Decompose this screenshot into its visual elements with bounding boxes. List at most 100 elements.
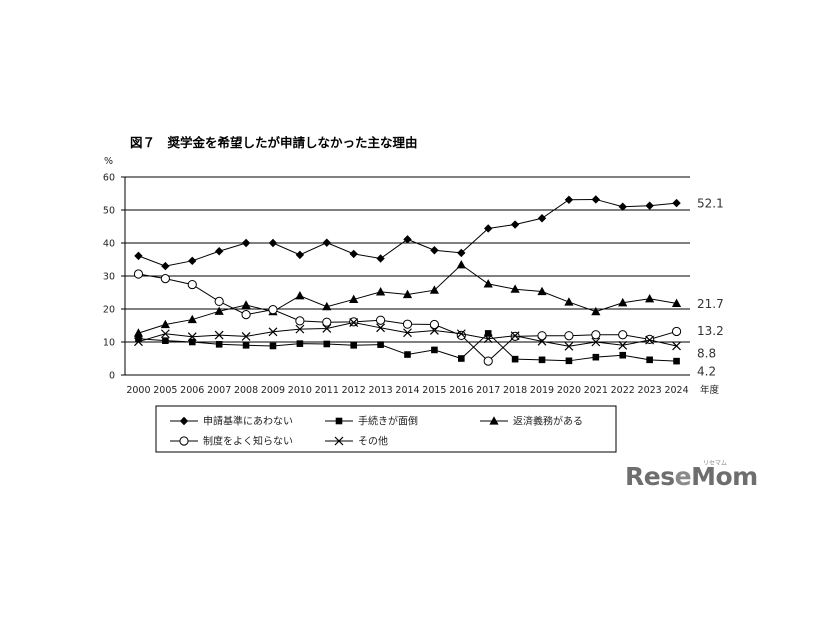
series-1-point-2013 bbox=[377, 341, 384, 348]
series-1-point-2000 bbox=[135, 335, 142, 342]
series-2-point-2018 bbox=[510, 284, 520, 293]
series-1-point-2011 bbox=[323, 340, 331, 348]
x-tick-label-2011: 2011 bbox=[315, 385, 339, 396]
series-3-point-2011 bbox=[322, 317, 332, 327]
series-0-point-2020 bbox=[564, 195, 574, 204]
x-tick-label-2005: 2005 bbox=[153, 385, 177, 396]
legend-item-0: 申請基準にあわない bbox=[170, 415, 293, 428]
legend-box bbox=[155, 405, 617, 453]
series-1-point-2012 bbox=[350, 342, 357, 349]
series-2-point-2012 bbox=[349, 294, 359, 304]
y-tick-label-60: 60 bbox=[103, 173, 115, 184]
series-0-point-2007 bbox=[214, 247, 224, 256]
series-4-point-2015 bbox=[429, 326, 439, 335]
series-1-point-2016 bbox=[458, 355, 465, 362]
series-3-point-2010 bbox=[295, 316, 305, 326]
x-tick-label-2014: 2014 bbox=[395, 385, 419, 396]
series-2-point-2011 bbox=[322, 301, 332, 311]
series-1-point-2010 bbox=[296, 340, 304, 347]
resemom-logo: ReseMom bbox=[625, 462, 758, 491]
legend-item-3: 制度をよく知らない bbox=[170, 435, 293, 448]
x-tick-label-2019: 2019 bbox=[530, 385, 554, 396]
series-1-point-2022 bbox=[619, 351, 627, 359]
series-0-point-2023 bbox=[645, 201, 654, 210]
series-0-point-2011 bbox=[322, 238, 331, 247]
end-label-2: 21.7 bbox=[697, 297, 724, 311]
legend-label-4: その他 bbox=[358, 435, 388, 448]
legend-label-3: 制度をよく知らない bbox=[203, 435, 293, 448]
series-0-point-2022 bbox=[618, 202, 627, 211]
series-0-point-2015 bbox=[430, 246, 439, 255]
legend-marker-2 bbox=[489, 416, 499, 425]
series-1 bbox=[135, 330, 680, 365]
series-4 bbox=[134, 318, 681, 351]
series-1-point-2007 bbox=[215, 341, 223, 348]
series-0 bbox=[134, 195, 681, 271]
series-0-point-2021 bbox=[591, 195, 601, 204]
series-0-point-2016 bbox=[457, 248, 466, 258]
series-4-point-2006 bbox=[187, 332, 197, 342]
series-3-point-2015 bbox=[429, 319, 440, 330]
series-0-point-2019 bbox=[537, 214, 547, 223]
series-3 bbox=[133, 269, 682, 366]
series-2-point-2007 bbox=[214, 306, 224, 315]
series-4-point-2012 bbox=[349, 318, 359, 327]
series-3-point-2016 bbox=[456, 330, 466, 340]
y-axis-unit: % bbox=[104, 156, 113, 167]
series-0-point-2024 bbox=[672, 198, 681, 208]
series-0-point-2017 bbox=[484, 224, 493, 233]
series-1-point-2008 bbox=[242, 342, 250, 349]
series-2-point-2021 bbox=[591, 306, 601, 316]
series-3-point-2006 bbox=[187, 279, 197, 290]
series-2-point-2014 bbox=[402, 289, 413, 299]
series-1-point-2021 bbox=[592, 353, 600, 361]
series-0-point-2006 bbox=[188, 256, 197, 266]
series-2-point-2016 bbox=[456, 259, 466, 269]
x-tick-label-2007: 2007 bbox=[207, 385, 231, 396]
series-2-point-2013 bbox=[375, 287, 386, 296]
resemom-logo-kana: リセマム bbox=[703, 460, 728, 467]
y-tick-label-50: 50 bbox=[103, 206, 115, 217]
x-tick-label-2013: 2013 bbox=[369, 385, 393, 396]
series-2-point-2017 bbox=[483, 279, 493, 288]
series-1-point-2014 bbox=[404, 351, 411, 358]
series-3-point-2013 bbox=[375, 315, 386, 325]
series-0-point-2012 bbox=[349, 249, 358, 259]
chart-title: 図７ 奨学金を希望したが申請しなかった主な理由 bbox=[130, 135, 418, 150]
series-4-point-2019 bbox=[537, 336, 547, 346]
series-4-point-2005 bbox=[160, 329, 170, 339]
x-tick-label-2018: 2018 bbox=[503, 385, 527, 396]
series-line-0 bbox=[138, 198, 677, 267]
x-axis-label: 年度 bbox=[700, 384, 720, 396]
legend-marker-0 bbox=[179, 416, 189, 426]
series-0-point-2008 bbox=[241, 238, 251, 248]
end-label-3: 13.2 bbox=[697, 324, 724, 338]
series-1-point-2024 bbox=[673, 357, 680, 365]
series-4-point-2024 bbox=[672, 341, 681, 351]
series-1-point-2015 bbox=[431, 346, 438, 354]
series-1-point-2018 bbox=[511, 355, 519, 363]
series-3-point-2008 bbox=[241, 310, 251, 320]
legend-item-2: 返済義務がある bbox=[480, 415, 583, 428]
x-tick-label-2009: 2009 bbox=[261, 385, 285, 396]
x-tick-label-2000: 2000 bbox=[126, 385, 150, 396]
series-4-point-2008 bbox=[241, 331, 251, 341]
series-0-point-2010 bbox=[295, 250, 305, 260]
x-tick-label-2015: 2015 bbox=[422, 385, 446, 396]
legend-label-2: 返済義務がある bbox=[513, 415, 583, 428]
series-4-point-2009 bbox=[268, 327, 278, 337]
y-tick-label-20: 20 bbox=[103, 305, 115, 316]
end-label-4: 8.8 bbox=[697, 346, 716, 360]
series-0-point-2014 bbox=[403, 235, 412, 244]
series-0-point-2005 bbox=[161, 261, 170, 271]
series-1-point-2009 bbox=[269, 342, 277, 350]
series-2-point-2015 bbox=[429, 285, 440, 294]
series-1-point-2005 bbox=[162, 337, 169, 344]
series-4-point-2011 bbox=[322, 324, 332, 333]
legend-marker-4 bbox=[334, 436, 344, 446]
series-1-point-2006 bbox=[188, 338, 196, 346]
x-tick-label-2006: 2006 bbox=[180, 385, 204, 396]
y-tick-label-40: 40 bbox=[103, 239, 115, 250]
x-tick-label-2021: 2021 bbox=[584, 385, 608, 396]
